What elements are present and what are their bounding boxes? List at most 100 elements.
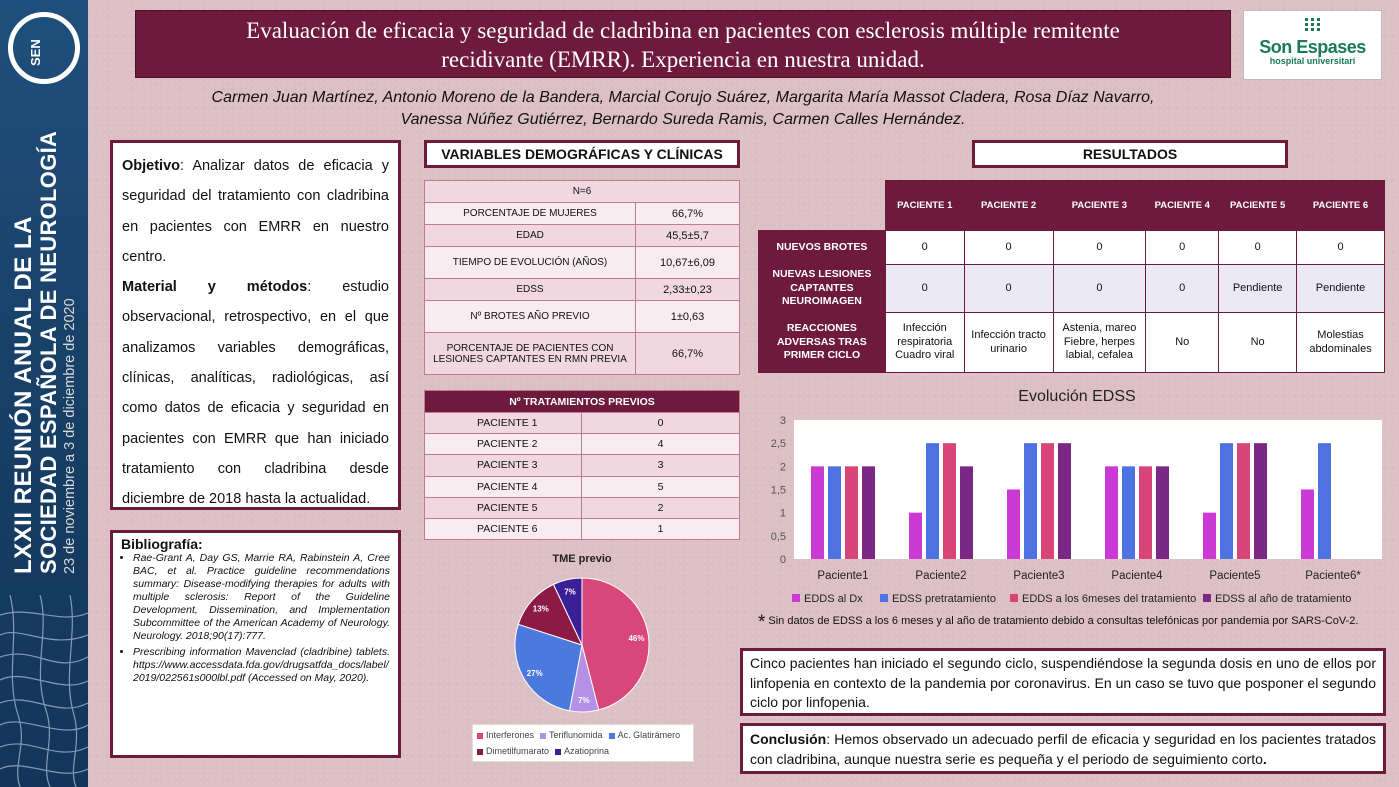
- legend-label: Azatioprina: [564, 746, 610, 756]
- legend-swatch: [1010, 594, 1018, 602]
- table-cell: PACIENTE 1: [424, 411, 582, 435]
- x-tick-label: Paciente5: [1209, 570, 1260, 582]
- title-line2: recidivante (EMRR). Experiencia en nuest…: [441, 47, 925, 72]
- reference-item: Rae-Grant A, Day GS, Marrie RA, Rabinste…: [133, 552, 390, 643]
- table-cell: 0: [1296, 230, 1385, 265]
- meeting-dates: 23 de noviembre a 3 de diciembre de 2020: [62, 298, 78, 574]
- bar-0-3: [862, 466, 875, 559]
- bar-1-1: [926, 443, 939, 559]
- bar-chart-title: Evolución EDSS: [1018, 388, 1135, 405]
- legend-label: EDDS al Dx: [804, 593, 863, 605]
- legend-label: Teriflunomida: [549, 730, 603, 740]
- bibliography-box: Bibliografía: Rae-Grant A, Day GS, Marri…: [110, 530, 401, 758]
- chart-footnote: * Sin datos de EDSS a los 6 meses y al añ…: [758, 612, 1359, 633]
- edss-bar-chart: Evolución EDSS 0 0,5 1 1,5 2 2,5 3 Paciente1 Paci…: [771, 388, 1382, 605]
- legend-item: Azatioprina: [555, 743, 609, 759]
- y-tick-label: 1: [780, 508, 786, 520]
- legend-swatch: [1203, 594, 1211, 602]
- table-cell: PACIENTE 6: [424, 517, 582, 541]
- table-cell: 2,33±0,23: [635, 278, 740, 301]
- y-tick-label: 0,5: [771, 531, 786, 543]
- pie-slice-4: [552, 577, 583, 646]
- bibliography-title: Bibliografía:: [121, 536, 203, 552]
- bar-5-1: [1318, 443, 1331, 559]
- hospital-name: Son Espases: [1259, 37, 1366, 57]
- bar-2-2: [1041, 443, 1054, 559]
- table-cell: PACIENTE 3: [424, 454, 582, 477]
- legend-item: Dimetilfumarato: [477, 743, 549, 759]
- bar-5-0: [1301, 489, 1314, 559]
- x-tick-label: Paciente2: [915, 570, 966, 582]
- bar-0-2: [845, 466, 858, 559]
- pie-legend: Interferones Teriflunomida Ac. Glatirámero…: [472, 724, 694, 762]
- legend-label: EDSS pretratamiento: [892, 593, 996, 605]
- table-cell: 3: [581, 454, 740, 477]
- table-cell: EDAD: [424, 224, 636, 247]
- poster-title: Evaluación de eficacia y seguridad de cl…: [135, 10, 1231, 78]
- objective-box: Objetivo: Analizar datos de eficacia y s…: [110, 140, 401, 510]
- legend-swatch: [477, 748, 483, 755]
- table-cell: No: [1218, 312, 1298, 373]
- table-cell: 10,67±6,09: [635, 246, 740, 279]
- hospital-logo: Son Espases hospital universitari: [1243, 10, 1382, 80]
- bar-1-3: [960, 466, 973, 559]
- pie-value-label: 7%: [578, 696, 590, 705]
- legend-label: Ac. Glatirámero: [617, 730, 681, 740]
- meeting-title-line1: LXXII REUNIÓN ANUAL DE LA: [10, 216, 37, 574]
- x-tick-label: Paciente4: [1111, 570, 1163, 582]
- bar-4-0: [1203, 512, 1216, 559]
- table-cell: No: [1145, 312, 1220, 373]
- meeting-title-line2: SOCIEDAD ESPAÑOLA DE NEUROLOGÍA: [36, 130, 61, 574]
- legend-label: Interferones: [486, 730, 535, 740]
- reference-item: Prescribing information Mavenclad (cladr…: [133, 646, 390, 685]
- x-tick-label: Paciente1: [817, 570, 868, 582]
- table-cell: TIEMPO DE EVOLUCIÓN (AÑOS): [424, 246, 636, 279]
- bar-0-0: [811, 466, 824, 559]
- bar-0-1: [828, 466, 841, 559]
- legend-label: Dimetilfumarato: [486, 746, 550, 756]
- y-tick-label: 2: [780, 461, 786, 473]
- column-header: PACIENTE 6: [1296, 180, 1385, 231]
- bar-3-0: [1105, 466, 1118, 559]
- legend-swatch: [477, 732, 483, 739]
- x-tick-label: Paciente3: [1013, 570, 1064, 582]
- n-cell: N=6: [424, 180, 740, 203]
- table-cell: Pendiente: [1296, 264, 1385, 313]
- legend-item: Interferones: [477, 727, 534, 743]
- table-cell: Pendiente: [1218, 264, 1298, 313]
- table-cell: 0: [884, 264, 965, 313]
- table-cell: 66,7%: [635, 202, 740, 225]
- pie-slice-3: [517, 583, 583, 646]
- bar-2-1: [1024, 443, 1037, 559]
- table-cell: PORCENTAJE DE PACIENTES CON LESIONES CAP…: [424, 332, 636, 375]
- table-cell: 0: [581, 411, 740, 435]
- legend-swatch: [792, 594, 800, 602]
- pie-value-label: 46%: [628, 634, 644, 643]
- previous-treatments-heading: Nº TRATAMIENTOS PREVIOS: [424, 390, 740, 413]
- table-cell: PACIENTE 2: [424, 433, 582, 456]
- row-header: NUEVOS BROTES: [758, 230, 886, 265]
- plot-area: [794, 420, 1382, 559]
- row-header: NUEVAS LESIONES CAPTANTES NEUROIMAGEN: [758, 264, 886, 313]
- objective-paragraph: Objetivo: Analizar datos de eficacia y s…: [122, 158, 389, 265]
- bar-4-1: [1220, 443, 1233, 559]
- column-header: PACIENTE 1: [884, 180, 965, 231]
- pie-value-label: 7%: [564, 587, 576, 596]
- column-header: PACIENTE 5: [1218, 180, 1298, 231]
- table-cell: 0: [1052, 264, 1147, 313]
- y-tick-label: 2,5: [771, 438, 786, 450]
- y-tick-label: 1,5: [771, 485, 786, 497]
- x-tick-label: Paciente6*: [1305, 570, 1361, 582]
- results-table: PACIENTE 1 PACIENTE 2 PACIENTE 3 PACIENT…: [758, 180, 1385, 373]
- pie-value-label: 13%: [533, 605, 549, 614]
- pie-chart: TME previo 46% 7% 27% 13% 7% Interferones Ter…: [424, 543, 740, 765]
- table-cell: 2: [581, 496, 740, 519]
- bar-3-3: [1156, 466, 1169, 559]
- methods-paragraph: Material y métodos: estudio observaciona…: [122, 279, 389, 508]
- table-cell: Astenia, mareo Fiebre, herpes labial, ce…: [1052, 312, 1147, 373]
- table-cell: PACIENTE 5: [424, 496, 582, 519]
- bar-3-1: [1122, 466, 1135, 559]
- authors: Carmen Juan Martínez, Antonio Moreno de …: [211, 89, 1155, 128]
- pie-chart-title: TME previo: [552, 553, 612, 565]
- pie-value-label: 27%: [527, 669, 543, 678]
